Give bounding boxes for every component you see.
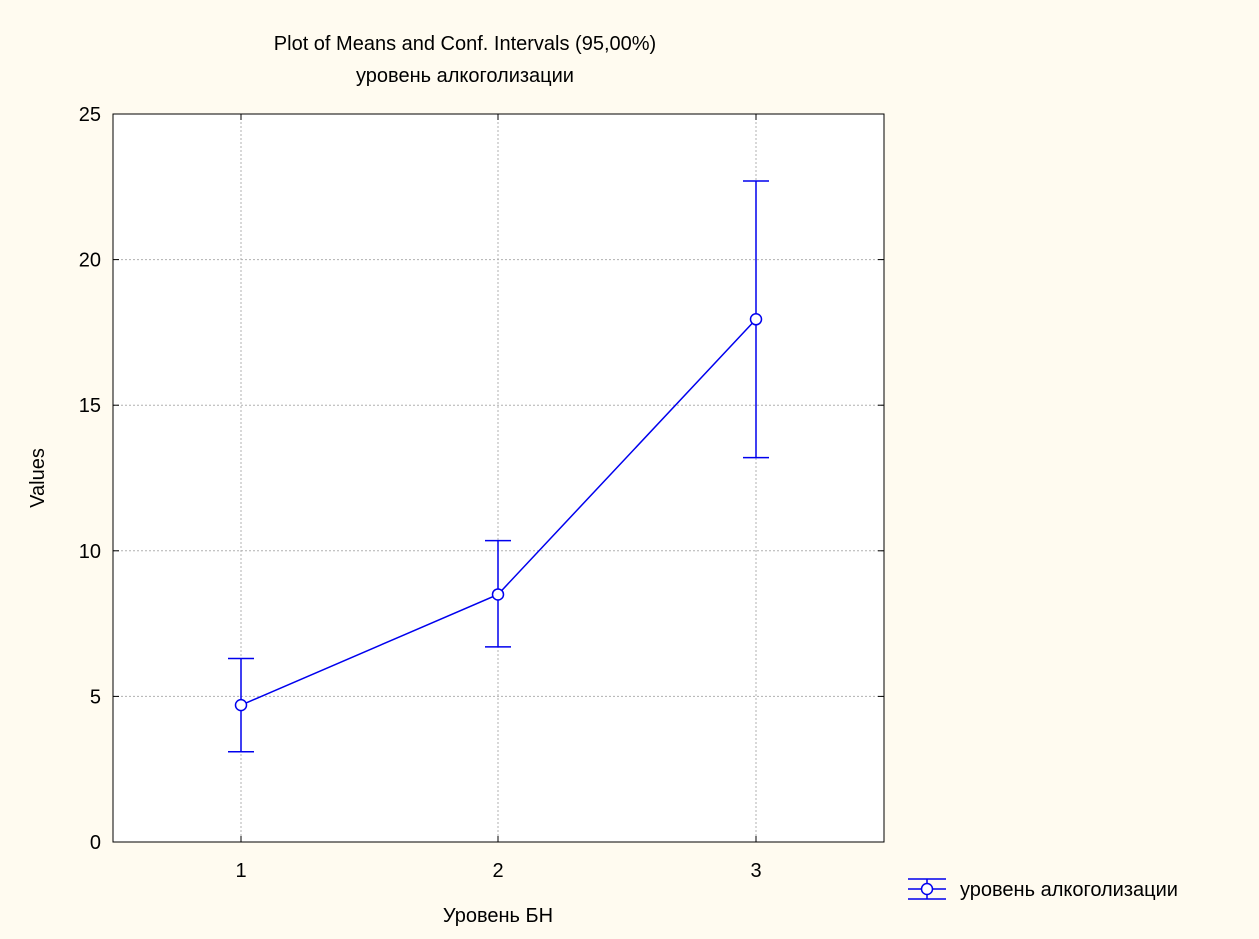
y-tick-label: 0 bbox=[90, 832, 101, 854]
mean-point bbox=[749, 313, 763, 326]
grid-layer bbox=[113, 114, 884, 842]
legend-label: уровень алкоголизации bbox=[960, 879, 1178, 901]
chart-title: Plot of Means and Conf. Intervals (95,00… bbox=[274, 33, 656, 55]
y-tick-label: 25 bbox=[79, 104, 101, 126]
axes-layer: 0 5 10 15 20 25 1 2 3 bbox=[79, 104, 885, 882]
legend-symbol-icon bbox=[908, 878, 946, 900]
y-tick-label: 15 bbox=[79, 395, 101, 417]
mean-point bbox=[491, 588, 505, 601]
mean-point bbox=[234, 698, 248, 712]
chart-subtitle: уровень алкоголизации bbox=[356, 65, 574, 87]
x-tick-label: 2 bbox=[492, 860, 503, 882]
legend-marker bbox=[920, 882, 934, 896]
series-layer bbox=[228, 180, 769, 753]
y-axis-label: Values bbox=[27, 448, 49, 508]
y-tick-label: 10 bbox=[79, 541, 101, 563]
x-tick-label: 1 bbox=[235, 860, 246, 882]
legend: уровень алкоголизации bbox=[908, 878, 1178, 901]
y-tick-label: 20 bbox=[79, 250, 101, 272]
y-tick-label: 5 bbox=[90, 686, 101, 708]
x-axis-label: Уровень БН bbox=[443, 905, 553, 927]
x-tick-label: 3 bbox=[750, 860, 761, 882]
